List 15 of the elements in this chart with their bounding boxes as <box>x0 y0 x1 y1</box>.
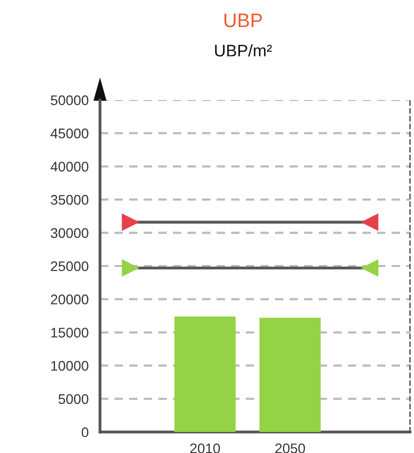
y-tick-label: 10000 <box>51 360 88 371</box>
chart-subtitle: UBP/m² <box>215 44 272 56</box>
x-tick-label: 2050 <box>275 443 305 453</box>
y-tick-label: 35000 <box>50 194 88 205</box>
y-tick-label: 50000 <box>50 95 88 106</box>
y-tick-label: 45000 <box>50 128 88 138</box>
y-tick-label: 15000 <box>51 328 88 338</box>
x-tick-label: 2010 <box>190 443 220 453</box>
y-tick-label: 40000 <box>50 162 88 172</box>
y-tick-label: 20000 <box>50 294 88 304</box>
y-tick-label: 30000 <box>50 228 88 238</box>
y-tick-label: 5000 <box>58 394 88 404</box>
y-tick-label: 0 <box>82 427 88 438</box>
chart-title: UBP <box>224 14 262 28</box>
y-tick-label: 25000 <box>50 261 88 272</box>
